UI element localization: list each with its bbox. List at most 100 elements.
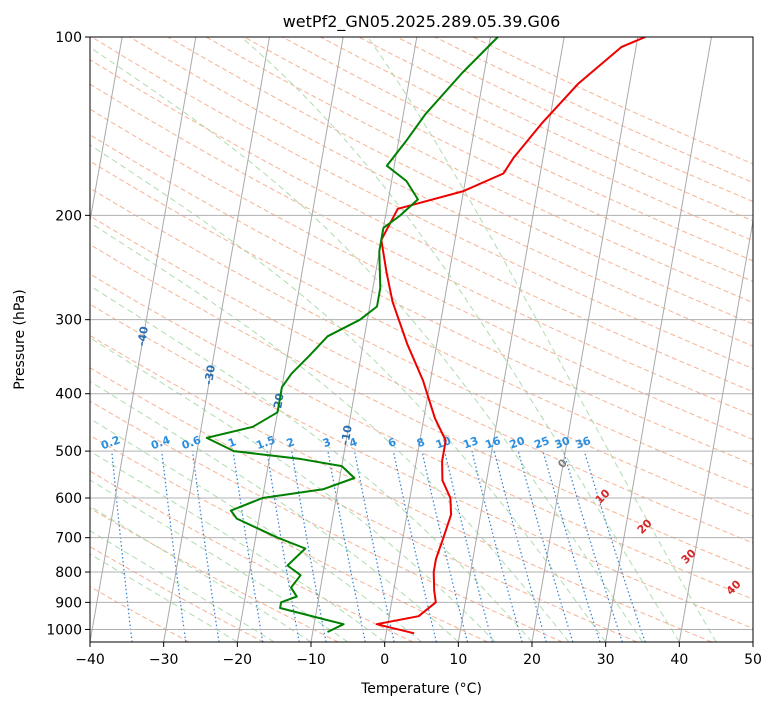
- isotherm-label: -30: [202, 364, 218, 386]
- y-tick-label: 400: [55, 387, 82, 403]
- mixing-ratio-label: 10: [434, 434, 453, 452]
- dry-adiabat-line: [90, 367, 638, 642]
- dry-adiabats: [90, 37, 753, 642]
- isotherm-line: [163, 37, 270, 642]
- dry-adiabat-line: [90, 83, 753, 416]
- dry-adiabat-line: [129, 37, 753, 347]
- sounding-series: [205, 37, 646, 635]
- y-tick-label: 200: [55, 208, 82, 224]
- mixing-ratio-line: [392, 450, 437, 642]
- moist-adiabat-line: [90, 222, 570, 642]
- dry-adiabat-line: [90, 160, 753, 491]
- isotherm-line: [236, 37, 344, 642]
- mixing-ratio-label: 2: [285, 435, 297, 450]
- moist-adiabat-line: [90, 46, 643, 642]
- isotherm-line: [90, 37, 197, 642]
- skewed-isotherms: [90, 37, 753, 642]
- moist-adiabat-line: [90, 530, 275, 642]
- mixing-ratio-line: [493, 450, 547, 642]
- mixing-ratio-label: 4: [348, 435, 360, 450]
- x-tick-label: 30: [597, 652, 615, 668]
- isotherm-line: [678, 217, 753, 642]
- temperature-profile-line: [375, 37, 646, 635]
- x-axis-ticks: −40 −30 −20 −10 0 10 20 30 40 50: [75, 642, 762, 668]
- x-tick-label: 20: [523, 652, 541, 668]
- mixing-ratio-line: [562, 450, 623, 642]
- moist-adiabat-line: [90, 380, 459, 642]
- mixing-ratio-label: 13: [461, 434, 480, 451]
- y-tick-label: 600: [55, 491, 82, 507]
- y-axis-title: Pressure (hPa): [12, 289, 28, 389]
- mixing-ratio-line: [327, 450, 366, 642]
- mixing-ratio-line: [542, 450, 601, 642]
- mixing-ratio-line: [517, 450, 574, 642]
- mixing-ratio-label: 8: [415, 435, 427, 450]
- y-tick-label: 300: [55, 313, 82, 329]
- moist-adiabat-line: [240, 37, 680, 642]
- dry-adiabat-line: [320, 37, 753, 242]
- dry-adiabat-line: [90, 134, 753, 465]
- dry-adiabat-line: [167, 37, 753, 325]
- x-axis-title: Temperature (°C): [360, 681, 482, 697]
- y-tick-label: 900: [55, 595, 82, 611]
- mixing-ratio-label: 20: [508, 434, 527, 452]
- dry-adiabat-line: [205, 37, 753, 304]
- x-tick-label: −10: [296, 652, 326, 668]
- isotherm-line: [90, 37, 123, 224]
- dry-adiabat-line: [90, 59, 753, 393]
- x-tick-label: −20: [223, 652, 253, 668]
- y-tick-label: 800: [55, 565, 82, 581]
- moist-adiabat-line: [367, 37, 717, 642]
- x-tick-label: 10: [449, 652, 467, 668]
- dry-adiabat-line: [90, 334, 712, 642]
- moist-adiabat-line: [90, 553, 238, 642]
- moist-adiabat-line: [90, 450, 385, 642]
- mixing-ratio-label: 30: [553, 434, 572, 452]
- pressure-gridlines: [90, 37, 753, 630]
- mixing-ratio-label: 1: [226, 435, 238, 450]
- dry-adiabat-line: [282, 37, 753, 262]
- mixing-ratio-label: 0.4: [149, 433, 172, 452]
- mixing-ratio-label: 25: [532, 434, 551, 451]
- mixing-ratio-label: 16: [483, 434, 502, 452]
- mixing-ratio-label: 0.6: [180, 433, 203, 452]
- x-tick-label: 50: [744, 652, 762, 668]
- mixing-ratio-line: [583, 450, 646, 642]
- isotherm-line: [605, 37, 712, 642]
- dry-adiabat-line: [358, 37, 753, 222]
- mixing-ratio-label: 6: [386, 435, 398, 450]
- mixing-ratio-label: 3: [321, 435, 333, 450]
- dry-adiabat-line: [90, 243, 753, 572]
- dry-adiabat-line: [90, 108, 753, 441]
- mixing-ratio-label: 36: [574, 434, 593, 452]
- y-tick-label: 100: [55, 30, 82, 46]
- dry-adiabat-line: [90, 215, 753, 544]
- chart-title: wetPf2_GN05.2025.289.05.39.G06: [283, 12, 561, 32]
- dry-adiabat-line: [472, 37, 753, 165]
- y-axis-ticks: 100 200 300 400 500 600 700 800 900 1000: [46, 30, 90, 638]
- x-tick-label: 0: [380, 652, 389, 668]
- y-tick-label: 700: [55, 531, 82, 547]
- mixing-ratio-lines: [111, 450, 646, 642]
- plot-frame: [89, 36, 754, 643]
- y-tick-label: 500: [55, 444, 82, 460]
- isotherm-label: -10: [339, 424, 355, 446]
- dry-adiabat-line: [90, 273, 753, 600]
- mixing-ratio-label: 1.5: [254, 433, 277, 452]
- moist-adiabat-line: [90, 144, 607, 642]
- mixing-ratio-line: [421, 450, 469, 642]
- y-tick-label: 1000: [46, 622, 82, 638]
- mixing-ratio-line: [232, 451, 264, 642]
- dewpoint-profile-line: [205, 37, 499, 633]
- mixing-ratio-label: 0.2: [99, 433, 122, 452]
- isotherm-line: [310, 37, 418, 642]
- isotherm-line: [531, 37, 639, 642]
- mixing-ratio-line: [161, 451, 187, 642]
- isotherm-line: [457, 37, 565, 642]
- mixing-ratio-line: [192, 451, 220, 642]
- x-tick-label: −40: [75, 652, 105, 668]
- isotherm-label: -40: [135, 325, 151, 347]
- isotherm-line: [384, 37, 491, 642]
